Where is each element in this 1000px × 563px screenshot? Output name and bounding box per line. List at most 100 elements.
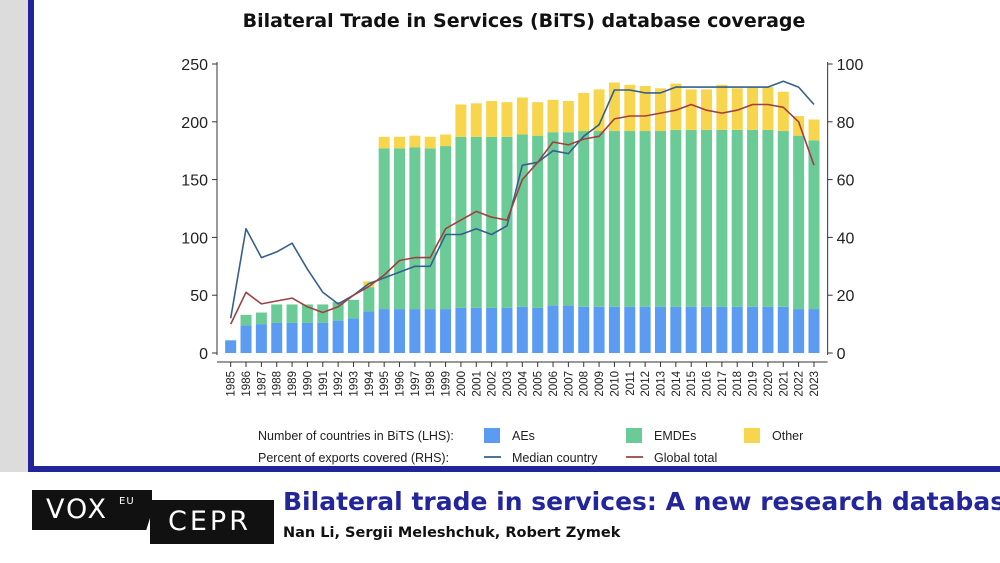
bar-emdes-2023 xyxy=(808,140,820,310)
bar-aes-2018 xyxy=(731,306,743,353)
bar-aes-2021 xyxy=(777,306,789,353)
bar-other-1999 xyxy=(440,134,452,147)
bar-emdes-1989 xyxy=(286,304,298,323)
cepr-logo[interactable]: CEPR xyxy=(150,500,274,544)
bar-aes-1998 xyxy=(424,309,436,353)
x-tick-label: 1993 xyxy=(348,371,360,397)
bar-other-1997 xyxy=(409,135,421,148)
bar-other-1995 xyxy=(378,136,390,149)
bar-emdes-1997 xyxy=(409,147,421,310)
left-tick-label: 250 xyxy=(181,57,208,74)
bar-emdes-2006 xyxy=(547,132,559,306)
x-tick-label: 1995 xyxy=(379,371,391,397)
bar-aes-2014 xyxy=(670,306,682,353)
bar-emdes-2021 xyxy=(777,131,789,307)
bar-other-2017 xyxy=(716,84,728,130)
bar-other-2012 xyxy=(639,85,651,132)
bar-emdes-2018 xyxy=(731,129,743,307)
bar-aes-2019 xyxy=(747,306,759,353)
legend-row2-label: Percent of exports covered (RHS): xyxy=(258,451,449,465)
legend-swatch-other xyxy=(744,428,760,443)
x-tick-label: 2000 xyxy=(456,371,468,397)
x-tick-label: 2011 xyxy=(625,371,637,396)
voxeu-logo[interactable]: VOX EU xyxy=(32,490,152,530)
bits-coverage-chart: Bilateral Trade in Services (BiTS) datab… xyxy=(181,10,863,465)
bar-emdes-2009 xyxy=(593,131,605,307)
line-median-country xyxy=(229,80,815,319)
legend-swatch-emdes xyxy=(626,428,642,443)
x-tick-label: 2005 xyxy=(533,371,545,397)
x-tick-label: 2013 xyxy=(655,371,667,397)
x-tick-label: 2009 xyxy=(594,371,606,397)
x-tick-label: 2006 xyxy=(548,371,560,397)
bar-other-2000 xyxy=(455,104,467,137)
bar-other-1996 xyxy=(394,136,406,149)
bar-aes-2009 xyxy=(593,306,605,353)
bar-aes-1989 xyxy=(286,322,298,353)
bar-aes-1996 xyxy=(394,309,406,353)
bar-other-2006 xyxy=(547,99,559,133)
bar-emdes-2012 xyxy=(639,131,651,307)
bar-other-2007 xyxy=(562,100,574,133)
bar-aes-2003 xyxy=(501,307,513,353)
x-tick-label: 1989 xyxy=(287,371,299,397)
bar-other-2005 xyxy=(532,102,544,136)
bar-aes-1995 xyxy=(378,309,390,353)
x-tick-label: 2019 xyxy=(748,371,760,397)
vox-text: VOX xyxy=(46,494,109,525)
x-tick-label: 2020 xyxy=(763,371,775,397)
bar-emdes-2005 xyxy=(532,135,544,308)
legend-swatch-aes xyxy=(484,428,500,443)
bar-aes-2013 xyxy=(654,306,666,353)
right-tick-label: 60 xyxy=(837,173,855,190)
x-tick-label: 1986 xyxy=(241,371,253,397)
bar-aes-2011 xyxy=(624,306,636,353)
bar-aes-1997 xyxy=(409,309,421,353)
cepr-text: CEPR xyxy=(168,506,251,537)
chart-title: Bilateral Trade in Services (BiTS) datab… xyxy=(243,10,806,32)
x-tick-label: 1998 xyxy=(425,371,437,397)
x-tick-label: 1997 xyxy=(410,371,422,397)
bar-emdes-1995 xyxy=(378,148,390,310)
legend-label-median-country: Median country xyxy=(512,451,598,465)
bar-emdes-2010 xyxy=(608,131,620,307)
bar-aes-2022 xyxy=(793,309,805,353)
bar-emdes-1991 xyxy=(317,304,329,323)
bar-aes-1994 xyxy=(363,311,375,353)
bar-other-2002 xyxy=(486,100,498,137)
bar-aes-2015 xyxy=(685,306,697,353)
x-tick-label: 1985 xyxy=(226,371,238,397)
bar-emdes-2002 xyxy=(486,136,498,308)
bar-aes-2004 xyxy=(516,306,528,353)
right-tick-label: 80 xyxy=(837,115,855,132)
bar-emdes-2020 xyxy=(762,129,774,307)
x-tick-label: 2010 xyxy=(609,371,621,397)
bar-emdes-2007 xyxy=(562,132,574,306)
x-tick-label: 2007 xyxy=(563,371,575,397)
left-tick-label: 0 xyxy=(199,346,208,363)
bar-emdes-2013 xyxy=(654,131,666,307)
bar-other-2018 xyxy=(731,88,743,130)
bar-other-1998 xyxy=(424,136,436,149)
bar-aes-1999 xyxy=(440,309,452,353)
left-tick-label: 100 xyxy=(181,230,208,247)
bar-emdes-1992 xyxy=(332,302,344,321)
chart-axes: 0 50 100 150 200 250 0 20 40 60 80 100 xyxy=(181,57,863,363)
bar-other-2008 xyxy=(578,92,590,132)
bar-aes-1990 xyxy=(301,322,313,353)
x-tick-label: 1988 xyxy=(272,371,284,397)
legend-label-aes: AEs xyxy=(512,429,535,443)
x-tick-label: 2002 xyxy=(487,371,499,397)
article-authors: Nan Li, Sergii Meleshchuk, Robert Zymek xyxy=(283,525,621,541)
x-axis-ticks: 1985 1986 1987 1988 1989 1990 1991 1992 1993 1994… xyxy=(226,362,821,397)
bar-other-2021 xyxy=(777,91,789,132)
bar-other-2014 xyxy=(670,83,682,130)
article-title[interactable]: Bilateral trade in services: A new resea… xyxy=(283,487,1000,516)
left-tick-label: 50 xyxy=(190,288,208,305)
x-tick-label: 1987 xyxy=(256,371,268,397)
x-tick-label: 1990 xyxy=(302,371,314,397)
bar-aes-1987 xyxy=(255,324,267,353)
bar-aes-1991 xyxy=(317,322,329,353)
x-tick-label: 2018 xyxy=(732,371,744,397)
legend-label-other: Other xyxy=(772,429,803,443)
